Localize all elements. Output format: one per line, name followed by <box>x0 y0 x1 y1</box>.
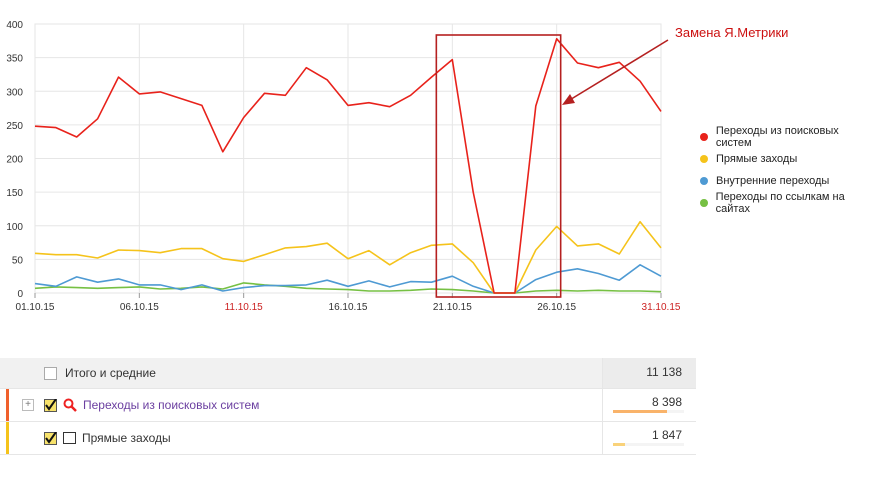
legend-marker <box>700 199 708 207</box>
y-tick-label: 400 <box>6 20 23 31</box>
y-tick-label: 250 <box>6 121 23 132</box>
share-bar-track <box>613 410 684 413</box>
total-value: 11 138 <box>646 365 682 379</box>
legend-label: Переходы из поисковых систем <box>715 125 839 149</box>
x-tick-label: 31.10.15 <box>642 302 681 313</box>
y-tick-label: 300 <box>6 87 23 98</box>
total-value-cell: 11 138 <box>602 358 696 388</box>
legend-item[interactable]: Переходы по ссылкам на сайтах <box>700 191 875 215</box>
data-table: Итого и средние 11 138 + Переходы из пои… <box>0 358 696 455</box>
annotation-highlight <box>435 34 669 298</box>
x-tick-label: 21.10.15 <box>433 302 472 313</box>
legend-item[interactable]: Переходы из поисковых систем <box>700 125 875 149</box>
share-bar-fill <box>613 443 625 446</box>
legend-marker <box>700 133 708 141</box>
legend-label: Прямые заходы <box>716 153 798 165</box>
chart-legend: Переходы из поисковых систем Прямые захо… <box>700 125 875 215</box>
annotation-label: Замена Я.Метрики <box>675 25 789 40</box>
total-label: Итого и средние <box>65 366 156 380</box>
y-tick-label: 0 <box>17 289 23 300</box>
row-value: 8 398 <box>651 395 682 409</box>
row-checkbox-checked[interactable] <box>44 430 57 445</box>
series-line <box>34 282 662 294</box>
row-color-marker <box>6 389 9 421</box>
x-tick-label: 26.10.15 <box>537 302 576 313</box>
legend-label: Переходы по ссылкам на сайтах <box>715 191 845 215</box>
row-value: 1 847 <box>651 428 682 442</box>
line-chart: 0 50 100 150 200 250 300 350 400 01.10.15 06.10.1… <box>6 20 681 313</box>
row-label: Прямые заходы <box>82 431 171 445</box>
checkmark-icon <box>44 430 57 445</box>
total-label-cell: Итого и средние <box>44 358 156 388</box>
chart-grid <box>34 23 662 298</box>
table-row: Прямые заходы 1 847 <box>0 422 696 455</box>
row-label-cell: Переходы из поисковых систем <box>44 389 259 421</box>
legend-marker <box>700 155 708 163</box>
x-tick-label: 01.10.15 <box>16 302 55 313</box>
share-bar-track <box>613 443 684 446</box>
row-label-cell: Прямые заходы <box>44 422 171 454</box>
legend-item[interactable]: Внутренние переходы <box>700 170 875 192</box>
checkmark-icon <box>44 397 57 412</box>
legend-label: Внутренние переходы <box>716 175 830 187</box>
table-total-row: Итого и средние 11 138 <box>0 358 696 389</box>
legend-marker <box>700 177 708 185</box>
x-tick-label: 06.10.15 <box>120 302 159 313</box>
x-axis-ticks: 01.10.15 06.10.15 11.10.15 16.10.15 21.10.15… <box>16 302 681 313</box>
expand-plus-icon[interactable]: + <box>22 399 34 411</box>
total-checkbox[interactable] <box>44 366 57 380</box>
x-tick-label: 11.10.15 <box>225 302 264 313</box>
series-line <box>34 220 662 294</box>
annotation-arrow-line <box>567 39 669 102</box>
chart-series <box>34 38 662 294</box>
y-axis-ticks: 0 50 100 150 200 250 300 350 400 <box>6 20 23 300</box>
y-tick-label: 50 <box>12 255 24 266</box>
direct-visit-icon <box>63 432 76 444</box>
share-bar-fill <box>613 410 667 413</box>
y-tick-label: 200 <box>6 155 23 166</box>
row-checkbox-checked[interactable] <box>44 397 57 412</box>
y-tick-label: 350 <box>6 54 23 65</box>
row-value-cell: 1 847 <box>602 422 696 454</box>
series-line <box>34 38 662 294</box>
highlight-box <box>435 34 562 298</box>
search-magnifier-icon <box>63 398 77 412</box>
x-tick-label: 16.10.15 <box>329 302 368 313</box>
annotation-arrow-head <box>562 94 575 105</box>
y-tick-label: 100 <box>6 222 23 233</box>
row-label-link[interactable]: Переходы из поисковых систем <box>83 398 260 412</box>
y-tick-label: 150 <box>6 188 23 199</box>
legend-item[interactable]: Прямые заходы <box>700 148 875 170</box>
row-value-cell: 8 398 <box>602 389 696 421</box>
table-row: + Переходы из поисковых систем 8 398 <box>0 389 696 422</box>
series-line <box>34 264 662 294</box>
row-color-marker <box>6 422 9 454</box>
